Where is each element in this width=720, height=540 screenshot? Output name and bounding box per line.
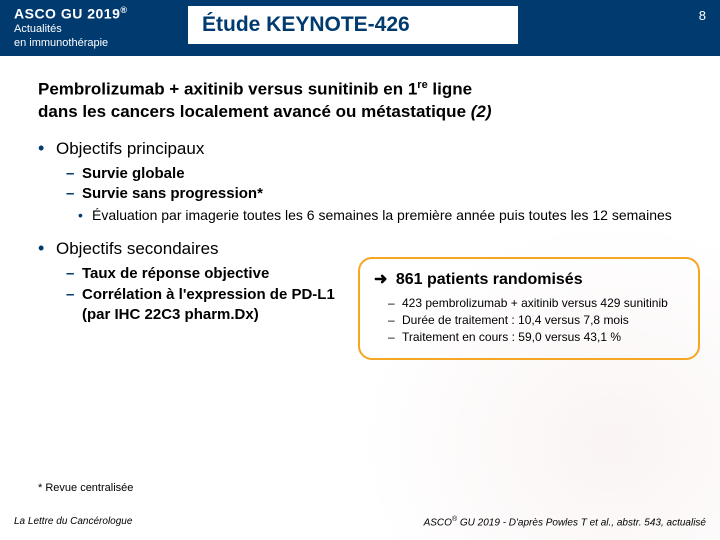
footer-left: La Lettre du Cancérologue <box>14 516 132 528</box>
section2-item: Corrélation à l'expression de PD-L1 (par… <box>66 285 338 326</box>
slide: ASCO GU 2019® Actualités en immunothérap… <box>0 0 720 540</box>
page-number: 8 <box>699 8 706 23</box>
bullet-list2: Objectifs secondaires Taux de réponse ob… <box>38 239 338 326</box>
subtitle-part2: dans les cancers localement avancé ou mé… <box>38 102 471 121</box>
subtitle: Pembrolizumab + axitinib versus sunitini… <box>38 78 700 123</box>
brand-text: ASCO GU 2019 <box>14 6 120 22</box>
footer-right-b: GU 2019 - D'après Powles T et al., abstr… <box>457 517 706 528</box>
section1-subitem: Évaluation par imagerie toutes les 6 sem… <box>78 206 700 225</box>
header-bar: ASCO GU 2019® Actualités en immunothérap… <box>0 0 720 56</box>
section1-item: Survie sans progression* <box>66 185 700 202</box>
col-left: Objectifs secondaires Taux de réponse ob… <box>38 239 338 361</box>
body: Pembrolizumab + axitinib versus sunitini… <box>38 78 700 360</box>
bullet-primary: Objectifs principaux Survie globale Surv… <box>38 139 700 225</box>
col-right: ➜ 861 patients randomisés 423 pembrolizu… <box>338 239 700 361</box>
section2-title: Objectifs secondaires <box>56 239 219 258</box>
subtitle-sup: re <box>417 79 427 91</box>
section1-sub: Évaluation par imagerie toutes les 6 sem… <box>78 206 700 225</box>
callout-item: Traitement en cours : 59,0 versus 43,1 % <box>388 329 684 345</box>
callout-item: 423 pembrolizumab + axitinib versus 429 … <box>388 295 684 311</box>
callout-title: ➜ 861 patients randomisés <box>374 269 684 289</box>
section1-item: Survie globale <box>66 165 700 182</box>
callout-list: 423 pembrolizumab + axitinib versus 429 … <box>388 295 684 346</box>
footer-right: ASCO® GU 2019 - D'après Powles T et al.,… <box>424 516 706 528</box>
subtitle-part1: Pembrolizumab + axitinib versus sunitini… <box>38 80 417 99</box>
brand-line1: ASCO GU 2019® <box>14 5 128 23</box>
section2-dash: Taux de réponse objective Corrélation à … <box>66 265 338 326</box>
brand-block: ASCO GU 2019® Actualités en immunothérap… <box>0 5 128 51</box>
brand-line3: en immunothérapie <box>14 37 128 51</box>
section1-dash: Survie globale Survie sans progression* <box>66 165 700 202</box>
bullet-secondary: Objectifs secondaires Taux de réponse ob… <box>38 239 338 326</box>
callout-title-text: 861 patients randomisés <box>396 271 583 288</box>
slide-title: Étude KEYNOTE-426 <box>188 6 518 44</box>
callout-item: Durée de traitement : 10,4 versus 7,8 mo… <box>388 312 684 328</box>
section1-title: Objectifs principaux <box>56 139 204 158</box>
footer: La Lettre du Cancérologue ASCO® GU 2019 … <box>14 516 706 528</box>
brand-sup: ® <box>120 5 127 15</box>
row-secondary: Objectifs secondaires Taux de réponse ob… <box>38 239 700 361</box>
subtitle-ital: (2) <box>471 102 492 121</box>
callout-box: ➜ 861 patients randomisés 423 pembrolizu… <box>358 257 700 361</box>
footnote: * Revue centralisée <box>38 482 133 494</box>
section2-item: Taux de réponse objective <box>66 265 338 282</box>
arrow-icon: ➜ <box>374 269 387 289</box>
footer-right-a: ASCO <box>424 517 452 528</box>
brand-line2: Actualités <box>14 23 128 37</box>
subtitle-part1b: ligne <box>428 80 472 99</box>
bullet-list: Objectifs principaux Survie globale Surv… <box>38 139 700 225</box>
